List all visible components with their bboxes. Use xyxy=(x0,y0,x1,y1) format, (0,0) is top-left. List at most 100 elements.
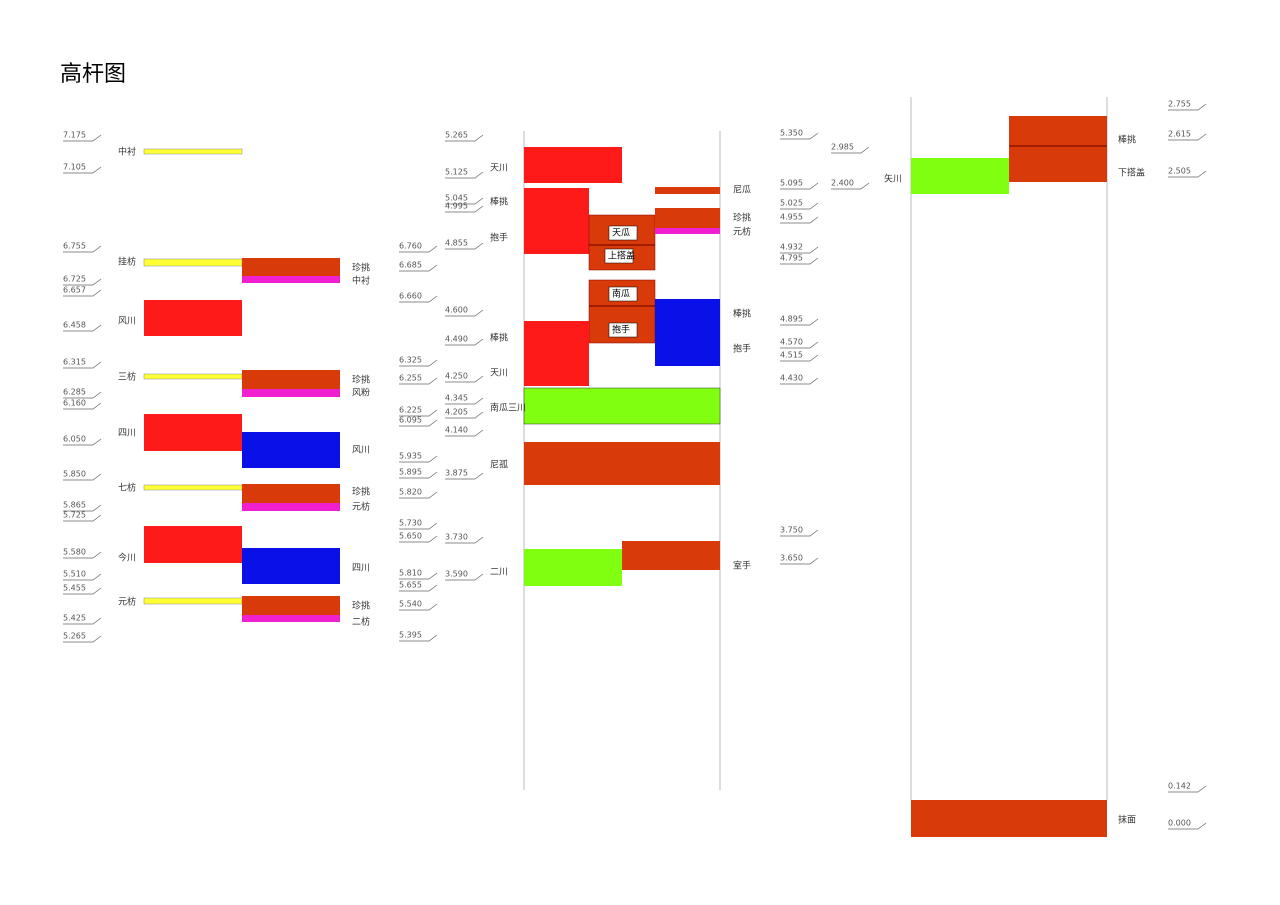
box-label-bg xyxy=(604,248,634,264)
elevation: 6.657 xyxy=(63,286,86,295)
member-label: 珍挑 xyxy=(733,212,751,224)
box-label-bg xyxy=(608,286,638,302)
member-label: 二枋 xyxy=(352,616,370,628)
leader xyxy=(63,573,102,581)
leader xyxy=(1168,133,1207,141)
leader xyxy=(63,504,102,512)
member-label: 抹面 xyxy=(1118,814,1136,826)
elevation: 5.935 xyxy=(399,452,422,461)
leader xyxy=(831,182,870,190)
elevation: 5.650 xyxy=(399,532,422,541)
elevation: 6.285 xyxy=(63,388,86,397)
member-label: 中衬 xyxy=(118,146,136,158)
member-label: 棒挑 xyxy=(1118,134,1136,146)
leader xyxy=(445,197,484,205)
elevation: 6.255 xyxy=(399,374,422,383)
leader xyxy=(445,573,484,581)
elevation: 5.125 xyxy=(445,168,468,177)
leader xyxy=(399,419,438,427)
leader xyxy=(63,402,102,410)
leader xyxy=(1168,103,1207,111)
elevation: 6.095 xyxy=(399,416,422,425)
member-label: 二川 xyxy=(490,568,508,578)
member-label: 元枋 xyxy=(733,226,751,238)
leader xyxy=(399,359,438,367)
elevation: 6.050 xyxy=(63,435,86,444)
member-label: 棒挑 xyxy=(490,332,508,344)
member-label: 珍挑 xyxy=(352,262,370,274)
elevation: 6.458 xyxy=(63,321,86,330)
leader xyxy=(445,472,484,480)
leader xyxy=(63,166,102,174)
elevation: 5.395 xyxy=(399,631,422,640)
leader xyxy=(63,551,102,559)
elevation: 5.045 xyxy=(445,194,468,203)
elevation: 4.430 xyxy=(780,374,803,383)
leader xyxy=(63,514,102,522)
leader xyxy=(399,572,438,580)
elevation: 4.140 xyxy=(445,426,468,435)
leader xyxy=(63,438,102,446)
elevation: 3.875 xyxy=(445,469,468,478)
member-label: 元枋 xyxy=(118,596,136,608)
member-label: 棒挑 xyxy=(733,308,751,320)
elevation: 6.660 xyxy=(399,292,422,301)
leader xyxy=(445,411,484,419)
elevation: 0.142 xyxy=(1168,782,1191,791)
elevation: 5.025 xyxy=(780,199,803,208)
elevation: 6.755 xyxy=(63,242,86,251)
elevation: 5.820 xyxy=(399,488,422,497)
elevation: 6.315 xyxy=(63,358,86,367)
box-label: 南瓜 xyxy=(612,288,630,300)
member-label: 棒挑 xyxy=(490,196,508,208)
elevation: 5.850 xyxy=(63,470,86,479)
member-label: 风粉 xyxy=(352,387,370,399)
leader xyxy=(780,529,819,537)
leader xyxy=(63,391,102,399)
member-label: 珍挑 xyxy=(352,486,370,498)
leader xyxy=(63,245,102,253)
member-label: 珍挑 xyxy=(352,374,370,386)
leader xyxy=(780,202,819,210)
elevation: 5.095 xyxy=(780,179,803,188)
elevation: 0.000 xyxy=(1168,819,1191,828)
elevation: 4.515 xyxy=(780,351,803,360)
leader xyxy=(780,341,819,349)
leader xyxy=(399,245,438,253)
elevation: 6.325 xyxy=(399,356,422,365)
elevation: 5.730 xyxy=(399,519,422,528)
elevation: 5.540 xyxy=(399,600,422,609)
member-label: 四川 xyxy=(118,429,136,439)
member-label: 室手 xyxy=(733,560,751,572)
elevation: 2.615 xyxy=(1168,130,1191,139)
leader xyxy=(63,289,102,297)
box-label: 上搭盖 xyxy=(608,250,635,262)
elevation: 3.730 xyxy=(445,533,468,542)
elevation: 6.725 xyxy=(63,275,86,284)
leader xyxy=(399,471,438,479)
elevation: 5.265 xyxy=(445,131,468,140)
leader xyxy=(63,473,102,481)
leader xyxy=(399,377,438,385)
leader xyxy=(445,375,484,383)
elevation: 6.760 xyxy=(399,242,422,251)
elevation: 5.865 xyxy=(63,501,86,510)
elevation: 4.490 xyxy=(445,335,468,344)
leader xyxy=(445,536,484,544)
member-label: 抱手 xyxy=(733,343,751,355)
leader xyxy=(63,361,102,369)
elevation: 5.425 xyxy=(63,614,86,623)
box-label: 抱手 xyxy=(612,324,630,336)
leader xyxy=(399,264,438,272)
elevation: 5.350 xyxy=(780,129,803,138)
member-label: 天川 xyxy=(490,369,508,379)
leader xyxy=(780,216,819,224)
member-label: 元枋 xyxy=(352,501,370,513)
elevation: 2.505 xyxy=(1168,167,1191,176)
elevation: 5.810 xyxy=(399,569,422,578)
leader xyxy=(399,584,438,592)
leader xyxy=(63,278,102,286)
structure xyxy=(143,97,1108,837)
elevation: 4.895 xyxy=(780,315,803,324)
leader xyxy=(63,587,102,595)
